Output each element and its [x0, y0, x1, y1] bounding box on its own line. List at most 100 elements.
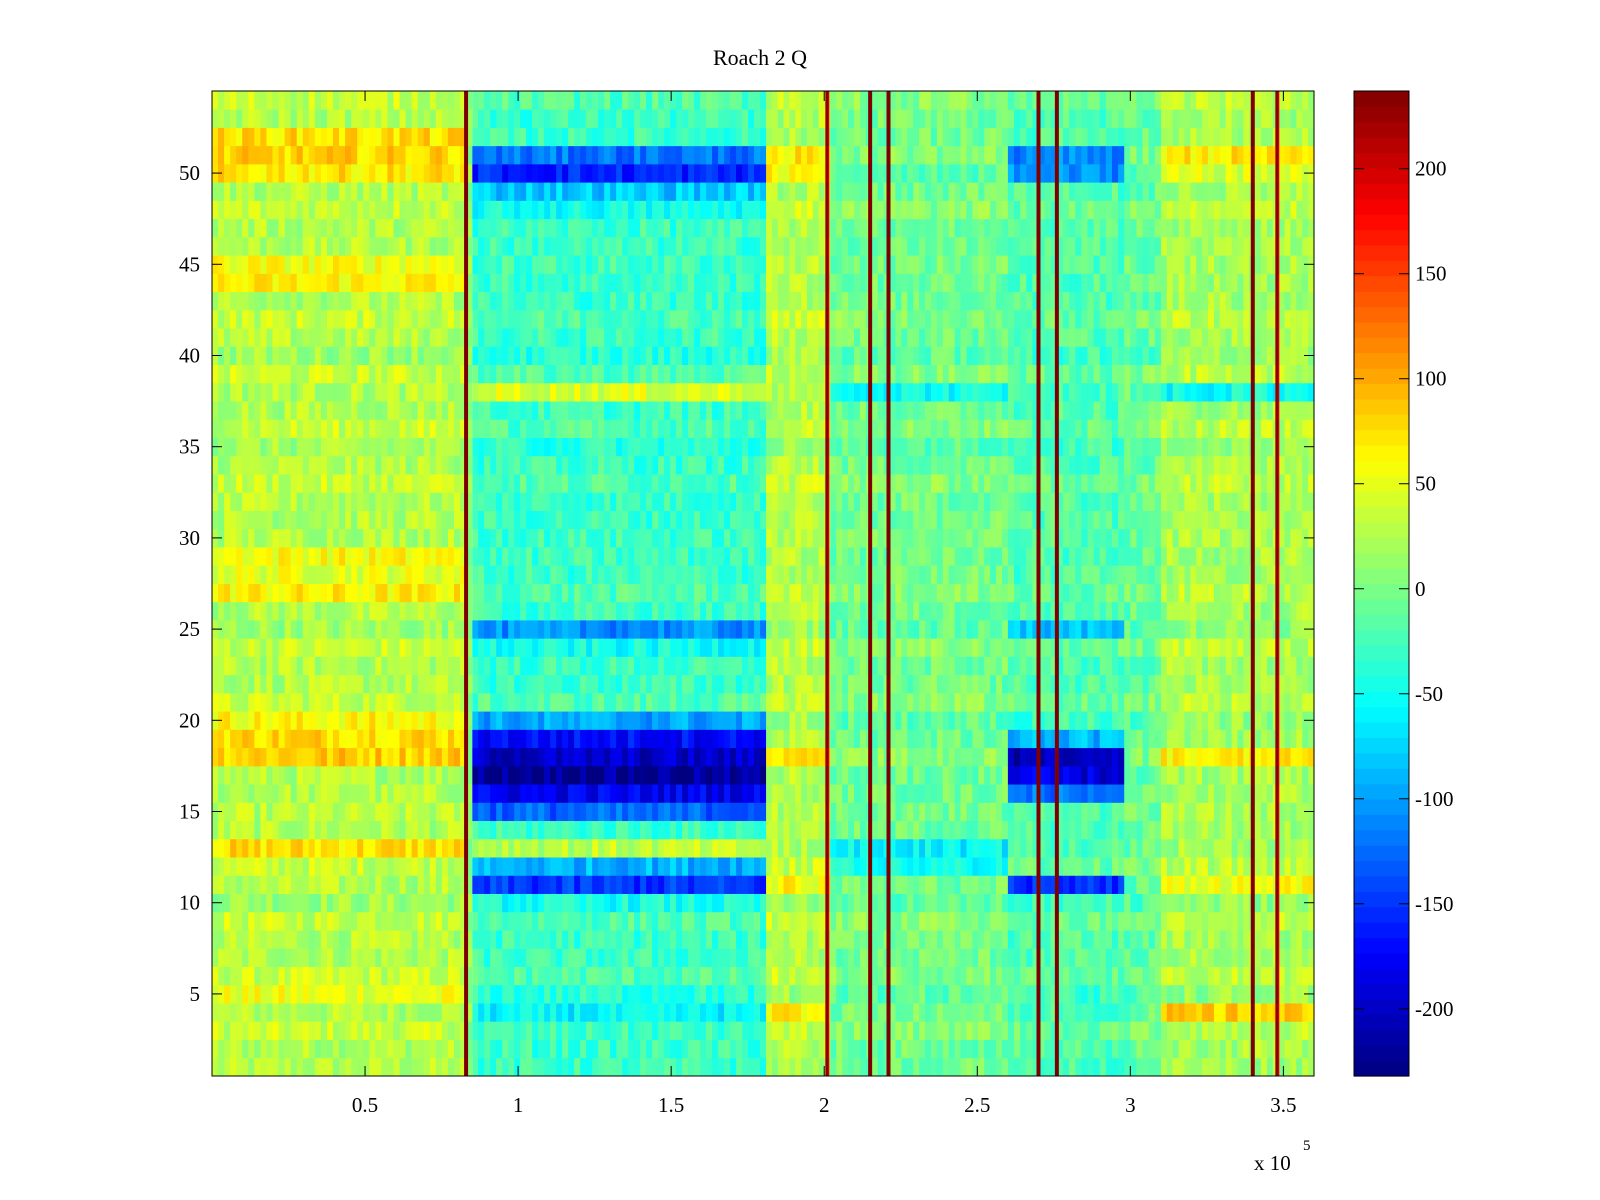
- heatmap-cell: [308, 346, 316, 366]
- heatmap-cell: [332, 1021, 340, 1040]
- heatmap-cell: [514, 163, 521, 183]
- heatmap-cell: [502, 309, 509, 329]
- heatmap-cell: [332, 91, 340, 110]
- heatmap-cell: [580, 747, 587, 767]
- heatmap-cell: [628, 547, 635, 566]
- heatmap-cell: [242, 145, 249, 165]
- heatmap-cell: [634, 401, 641, 420]
- heatmap-cell: [706, 474, 713, 493]
- heatmap-cell: [375, 692, 382, 712]
- heatmap-cell: [562, 1021, 569, 1040]
- heatmap-cell: [700, 273, 707, 293]
- heatmap-cell: [266, 601, 274, 621]
- heatmap-cell: [351, 328, 358, 347]
- heatmap-cell: [526, 291, 533, 311]
- heatmap-cell: [460, 182, 467, 201]
- heatmap-cell: [706, 948, 713, 967]
- heatmap-cell: [760, 966, 767, 986]
- heatmap-cell: [652, 492, 659, 511]
- heatmap-cell: [730, 455, 737, 475]
- heatmap-cell: [622, 474, 629, 493]
- heatmap-cell: [472, 255, 479, 274]
- heatmap-cell: [730, 638, 737, 657]
- heatmap-cell: [544, 1003, 551, 1022]
- heatmap-cell: [760, 218, 767, 238]
- heatmap-cell: [230, 273, 237, 293]
- heatmap-cell: [387, 619, 395, 639]
- heatmap-cell: [610, 163, 617, 183]
- heatmap-cell: [568, 127, 575, 147]
- heatmap-cell: [369, 966, 376, 986]
- heatmap-cell: [526, 145, 533, 165]
- heatmap-cell: [520, 273, 527, 293]
- heatmap-cell: [694, 638, 701, 657]
- heatmap-cell: [694, 437, 701, 457]
- heatmap-cell: [730, 510, 737, 530]
- heatmap-cell: [484, 236, 491, 256]
- heatmap-cell: [381, 109, 389, 128]
- heatmap-cell: [718, 692, 725, 712]
- heatmap-cell: [562, 729, 569, 749]
- heatmap-cell: [502, 401, 509, 420]
- heatmap-cell: [314, 182, 322, 201]
- heatmap-cell: [628, 838, 635, 858]
- heatmap-cell: [435, 619, 443, 639]
- heatmap-cell: [375, 565, 382, 584]
- heatmap-cell: [284, 547, 292, 566]
- heatmap-cell: [538, 273, 545, 293]
- heatmap-cell: [574, 528, 581, 548]
- heatmap-cell: [670, 163, 677, 183]
- heatmap-cell: [326, 109, 334, 128]
- heatmap-cell: [634, 528, 641, 548]
- heatmap-cell: [363, 382, 370, 402]
- heatmap-cell: [272, 273, 280, 293]
- heatmap-cell: [640, 1039, 647, 1059]
- heatmap-cell: [290, 838, 298, 858]
- heatmap-cell: [332, 966, 340, 986]
- heatmap-cell: [224, 601, 231, 621]
- heatmap-cell: [700, 747, 707, 767]
- heatmap-cell: [460, 547, 467, 566]
- heatmap-cell: [411, 1057, 419, 1077]
- heatmap-cell: [748, 893, 755, 913]
- heatmap-cell: [556, 528, 563, 548]
- heatmap-cell: [616, 747, 623, 767]
- heatmap-cell: [314, 419, 322, 438]
- heatmap-cell: [598, 291, 605, 311]
- heatmap-cell: [670, 784, 677, 803]
- heatmap-cell: [363, 583, 370, 603]
- heatmap-cell: [544, 474, 551, 493]
- heatmap-cell: [748, 784, 755, 803]
- heatmap-cell: [736, 711, 743, 730]
- heatmap-cell: [628, 364, 635, 384]
- heatmap-cell: [260, 1003, 268, 1022]
- heatmap-cell: [526, 109, 533, 128]
- heatmap-cell: [218, 1057, 225, 1077]
- heatmap-cell: [646, 474, 653, 493]
- heatmap-cell: [224, 437, 231, 457]
- heatmap-cell: [266, 510, 274, 530]
- heatmap-cell: [574, 966, 581, 986]
- heatmap-cell: [550, 638, 557, 657]
- heatmap-cell: [538, 692, 545, 712]
- heatmap-cell: [520, 127, 527, 147]
- heatmap-cell: [326, 200, 334, 220]
- heatmap-cell: [508, 419, 515, 438]
- heatmap-cell: [254, 528, 261, 548]
- heatmap-cell: [688, 474, 695, 493]
- heatmap-cell: [771, 1003, 779, 1022]
- heatmap-cell: [460, 437, 467, 457]
- heatmap-cell: [478, 401, 485, 420]
- heatmap-cell: [760, 583, 767, 603]
- heatmap-cell: [538, 984, 545, 1004]
- heatmap-cell: [760, 875, 767, 894]
- heatmap-cell: [760, 309, 767, 329]
- heatmap-cell: [664, 820, 671, 840]
- heatmap-cell: [429, 1021, 437, 1040]
- heatmap-cell: [532, 638, 539, 657]
- heatmap-cell: [670, 1021, 677, 1040]
- heatmap-cell: [568, 309, 575, 329]
- heatmap-cell: [676, 492, 683, 511]
- heatmap-cell: [777, 1021, 785, 1040]
- heatmap-cell: [754, 455, 761, 475]
